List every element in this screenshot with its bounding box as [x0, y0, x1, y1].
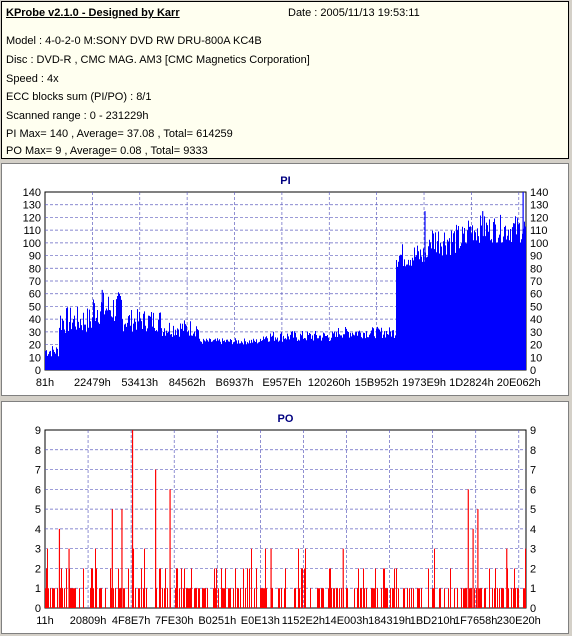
y-tick-label-left: 6 — [35, 484, 41, 496]
y-tick-label-left: 100 — [23, 238, 41, 250]
y-tick-label-right: 70 — [530, 276, 542, 288]
y-tick-label-right: 8 — [530, 445, 536, 457]
po-stats: PO Max= 9 , Average= 0.08 , Total= 9333 — [6, 145, 208, 157]
y-tick-label-left: 10 — [29, 352, 41, 364]
pi-chart-panel: PI 0 0 10 10 20 20 30 30 40 40 50 50 60 60 70 70 80 80 90 90… — [1, 163, 569, 396]
x-tick-label: 84562h — [169, 377, 206, 389]
x-tick-label: 81h — [36, 377, 54, 389]
x-tick-label: 20E062h — [497, 377, 541, 389]
po-chart-panel: PO 0 0 1 1 2 2 3 3 4 4 5 5 6 6 7 7 8 8 9 9 11h 20809h 4F8E7h 7FE… — [1, 401, 569, 634]
x-tick-label: 120260h — [308, 377, 351, 389]
chart-title: PI — [280, 175, 290, 187]
speed-info: Speed : 4x — [6, 73, 59, 85]
y-tick-label-left: 20 — [29, 340, 41, 352]
y-tick-label-left: 60 — [29, 289, 41, 301]
y-tick-label-left: 120 — [23, 212, 41, 224]
y-tick-label-left: 9 — [35, 425, 41, 437]
y-tick-label-left: 70 — [29, 276, 41, 288]
y-tick-label-left: 4 — [35, 524, 41, 536]
y-tick-label-left: 5 — [35, 504, 41, 516]
y-tick-label-left: 140 — [23, 187, 41, 199]
x-tick-label: 1152E2h — [282, 615, 325, 627]
scan-date: Date : 2005/11/13 19:53:11 — [288, 7, 420, 19]
x-tick-label: 20809h — [70, 615, 107, 627]
x-tick-label: 14E003h — [324, 615, 368, 627]
x-tick-label: 1BD210h — [410, 615, 456, 627]
x-tick-label: 1F7658h — [454, 615, 497, 627]
drive-model: Model : 4-0-2-0 M:SONY DVD RW DRU-800A K… — [6, 35, 262, 47]
y-tick-label-right: 3 — [530, 544, 536, 556]
app-title: KProbe v2.1.0 - Designed by Karr — [6, 7, 180, 19]
x-tick-label: 184319h — [368, 615, 411, 627]
y-tick-label-right: 120 — [530, 212, 548, 224]
x-tick-label: 1D2824h — [449, 377, 494, 389]
y-tick-label-left: 50 — [29, 301, 41, 313]
y-tick-label-left: 3 — [35, 544, 41, 556]
y-tick-label-right: 130 — [530, 200, 548, 212]
y-tick-label-left: 0 — [35, 365, 41, 377]
chart-title: PO — [278, 413, 294, 425]
y-tick-label-right: 90 — [530, 251, 542, 263]
y-tick-label-left: 30 — [29, 327, 41, 339]
info-panel: KProbe v2.1.0 - Designed by Karr Date : … — [1, 1, 569, 159]
y-tick-label-right: 140 — [530, 187, 548, 199]
y-tick-label-left: 8 — [35, 445, 41, 457]
disc-info: Disc : DVD-R , CMC MAG. AM3 [CMC Magneti… — [6, 54, 310, 66]
y-tick-label-left: 80 — [29, 263, 41, 275]
x-tick-label: 22479h — [74, 377, 111, 389]
x-tick-label: B6937h — [216, 377, 254, 389]
y-tick-label-left: 110 — [23, 225, 41, 237]
y-tick-label-right: 5 — [530, 504, 536, 516]
x-tick-label: 15B952h — [355, 377, 399, 389]
y-tick-label-left: 90 — [29, 251, 41, 263]
pi-stats: PI Max= 140 , Average= 37.08 , Total= 61… — [6, 128, 233, 140]
y-tick-label-right: 60 — [530, 289, 542, 301]
x-tick-label: 7FE30h — [155, 615, 194, 627]
x-tick-label: 4F8E7h — [112, 615, 151, 627]
series-bars — [45, 430, 526, 608]
x-tick-label: 230E20h — [497, 615, 541, 627]
y-tick-label-left: 7 — [35, 465, 41, 477]
po-chart: PO 0 0 1 1 2 2 3 3 4 4 5 5 6 6 7 7 8 8 9 9 11h 20809h 4F8E7h 7FE… — [35, 413, 541, 627]
y-tick-label-right: 110 — [530, 225, 548, 237]
range-info: Scanned range : 0 - 231229h — [6, 110, 149, 122]
y-tick-label-right: 2 — [530, 563, 536, 575]
y-tick-label-left: 130 — [23, 200, 41, 212]
y-tick-label-left: 40 — [29, 314, 41, 326]
y-tick-label-right: 7 — [530, 465, 536, 477]
y-tick-label-right: 40 — [530, 314, 542, 326]
y-tick-label-right: 80 — [530, 263, 542, 275]
y-tick-label-right: 10 — [530, 352, 542, 364]
y-tick-label-left: 1 — [35, 583, 41, 595]
y-tick-label-right: 30 — [530, 327, 542, 339]
x-tick-label: E957Eh — [262, 377, 301, 389]
x-tick-label: 11h — [36, 615, 54, 627]
series-bars — [45, 192, 526, 370]
y-tick-label-left: 0 — [35, 603, 41, 615]
y-tick-label-right: 6 — [530, 484, 536, 496]
x-tick-label: 53413h — [121, 377, 158, 389]
y-tick-label-right: 50 — [530, 301, 542, 313]
y-tick-label-right: 0 — [530, 603, 536, 615]
y-tick-label-right: 20 — [530, 340, 542, 352]
y-tick-label-right: 0 — [530, 365, 536, 377]
x-tick-label: 1973E9h — [402, 377, 446, 389]
x-tick-label: B0251h — [198, 615, 236, 627]
y-tick-label-right: 100 — [530, 238, 548, 250]
y-tick-label-right: 4 — [530, 524, 536, 536]
x-tick-label: E0E13h — [241, 615, 280, 627]
y-tick-label-right: 1 — [530, 583, 536, 595]
y-tick-label-left: 2 — [35, 563, 41, 575]
y-tick-label-right: 9 — [530, 425, 536, 437]
ecc-info: ECC blocks sum (PI/PO) : 8/1 — [6, 91, 152, 103]
